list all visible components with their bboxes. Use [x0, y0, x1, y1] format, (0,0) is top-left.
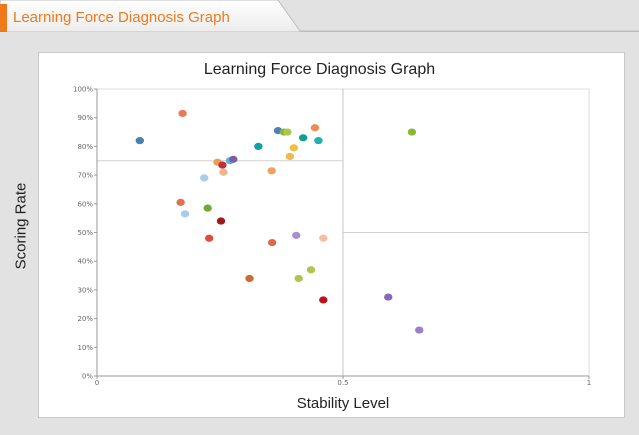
data-point	[407, 128, 417, 136]
y-tick-label: 80%	[77, 143, 93, 151]
data-point	[218, 161, 227, 169]
data-point	[267, 238, 277, 247]
data-point	[298, 134, 308, 142]
x-tick-label: 0	[95, 379, 99, 387]
data-point	[294, 274, 303, 283]
data-point	[289, 144, 298, 152]
y-tick-label: 10%	[77, 344, 93, 352]
data-point	[245, 274, 254, 283]
data-point	[254, 142, 263, 150]
data-point	[229, 155, 238, 163]
y-tick-label: 40%	[77, 258, 93, 266]
data-point	[384, 293, 393, 301]
tab-shape	[0, 0, 639, 32]
tab-accent-bar	[0, 4, 7, 32]
data-point	[178, 109, 187, 117]
chart-title: Learning Force Diagnosis Graph	[203, 61, 436, 78]
data-point	[319, 234, 328, 242]
header-tab-strip: Learning Force Diagnosis Graph	[0, 0, 639, 32]
data-point	[176, 198, 185, 206]
y-tick-label: 0%	[82, 373, 93, 381]
data-point	[285, 152, 295, 161]
data-point	[204, 234, 214, 242]
data-point	[415, 326, 424, 334]
y-tick-label: 30%	[77, 286, 93, 294]
data-point	[319, 296, 328, 304]
y-tick-label: 70%	[77, 172, 93, 180]
data-point	[200, 174, 209, 182]
data-point	[310, 124, 320, 132]
data-point	[283, 128, 292, 136]
data-point	[135, 137, 145, 145]
x-tick-label: 1	[587, 379, 591, 387]
y-axis-label: Scoring Rate	[12, 182, 30, 270]
x-axis-label: Stability Level	[296, 395, 390, 412]
y-tick-label: 20%	[77, 315, 93, 323]
data-point	[314, 137, 323, 145]
data-point	[203, 204, 212, 212]
data-point	[306, 266, 316, 274]
x-tick-label: 0.5	[337, 379, 348, 387]
y-tick-label: 100%	[73, 86, 93, 94]
tab-title[interactable]: Learning Force Diagnosis Graph	[13, 9, 230, 26]
y-tick-label: 90%	[77, 114, 93, 122]
data-point	[180, 210, 190, 218]
data-point	[216, 217, 226, 225]
y-tick-label: 50%	[77, 229, 93, 237]
data-point	[267, 167, 276, 175]
data-point	[292, 231, 301, 239]
y-tick-label: 60%	[77, 200, 93, 208]
data-point	[219, 168, 228, 176]
